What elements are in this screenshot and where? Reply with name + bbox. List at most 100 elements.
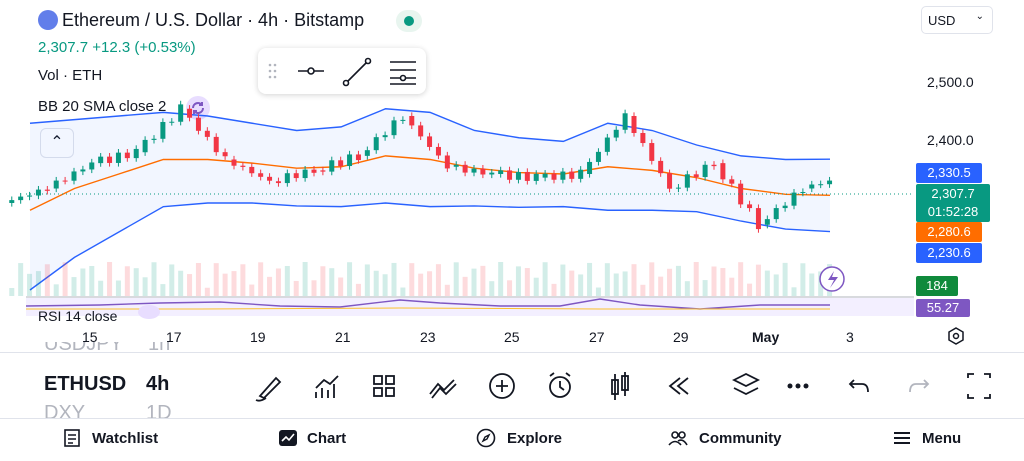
volume-bar bbox=[311, 280, 317, 296]
candle-body bbox=[631, 116, 637, 133]
symbol-current[interactable]: ETHUSD bbox=[44, 373, 127, 395]
volume-bar bbox=[213, 263, 219, 296]
volume-bar bbox=[587, 262, 593, 296]
currency-select[interactable]: USD ⌄ bbox=[921, 6, 993, 34]
candle-body bbox=[355, 154, 361, 161]
tool-bar bbox=[255, 372, 991, 402]
menu-icon[interactable] bbox=[892, 428, 912, 448]
volume-bar bbox=[702, 280, 708, 296]
explore-icon[interactable] bbox=[476, 428, 496, 448]
symbol-prev[interactable]: USDJPY bbox=[44, 342, 123, 355]
volume-bar bbox=[133, 268, 139, 296]
candle-body bbox=[249, 166, 255, 174]
nav-community[interactable]: Community bbox=[699, 430, 782, 447]
volume-indicator-label[interactable]: Vol · ETH bbox=[38, 67, 103, 84]
nav-chart[interactable]: Chart bbox=[307, 430, 347, 447]
price-chart[interactable] bbox=[0, 0, 914, 352]
candle-body bbox=[640, 132, 646, 144]
drawing-toolbar bbox=[258, 48, 426, 94]
trend-line-icon bbox=[342, 57, 372, 87]
candle-body bbox=[27, 195, 33, 197]
symbol-title[interactable]: Ethereum / U.S. Dollar · 4h · Bitstamp bbox=[62, 10, 365, 30]
candle-body bbox=[142, 139, 148, 153]
candle-body bbox=[613, 129, 619, 138]
volume-bar bbox=[204, 287, 210, 296]
candle-body bbox=[649, 143, 655, 161]
candle-body bbox=[222, 152, 228, 157]
volume-bar bbox=[355, 283, 361, 296]
collapse-legend-button[interactable]: ⌃ bbox=[40, 128, 74, 158]
volume-bar bbox=[658, 276, 664, 296]
candle-body bbox=[427, 136, 433, 147]
community-icon[interactable] bbox=[668, 428, 688, 448]
rsi-settings-icon[interactable] bbox=[138, 305, 160, 319]
candle-body bbox=[53, 180, 59, 189]
volume-bar bbox=[18, 263, 24, 296]
volume-bar bbox=[427, 271, 433, 296]
chart-settings-icon[interactable] bbox=[946, 326, 966, 346]
candle-body bbox=[89, 162, 95, 170]
volume-bar bbox=[542, 262, 548, 296]
volume-bar bbox=[791, 287, 797, 296]
bb-basis-tag: 2,280.6 bbox=[916, 222, 982, 242]
nav-menu[interactable]: Menu bbox=[922, 430, 962, 447]
draw-brush-icon bbox=[255, 376, 282, 402]
candle-body bbox=[453, 164, 459, 167]
candle-body bbox=[667, 173, 673, 189]
candle-body bbox=[435, 146, 441, 156]
volume-bar bbox=[720, 268, 726, 296]
volume-bar bbox=[80, 268, 86, 296]
interval-next[interactable]: 1D bbox=[146, 402, 172, 418]
candle-body bbox=[329, 160, 335, 172]
nav-watchlist[interactable]: Watchlist bbox=[92, 430, 159, 447]
date-axis-label: 27 bbox=[589, 329, 605, 345]
volume-bar bbox=[515, 266, 521, 296]
volume-bar bbox=[595, 287, 601, 296]
volume-bar bbox=[800, 263, 806, 296]
volume-bar bbox=[151, 262, 157, 296]
date-axis-label: 29 bbox=[673, 329, 689, 345]
watchlist-icon[interactable] bbox=[62, 428, 82, 448]
candle-body bbox=[720, 163, 726, 180]
date-axis-label: 15 bbox=[82, 329, 98, 345]
volume-bar bbox=[498, 262, 504, 296]
redo-icon bbox=[909, 379, 930, 393]
nav-explore[interactable]: Explore bbox=[507, 430, 563, 447]
interval-current[interactable]: 4h bbox=[146, 373, 170, 395]
volume-bar bbox=[44, 264, 50, 296]
volume-bar bbox=[382, 274, 388, 296]
volume-bar bbox=[89, 265, 95, 296]
layout-icon bbox=[373, 375, 395, 397]
volume-bar bbox=[27, 273, 33, 296]
candle-body bbox=[533, 173, 539, 181]
volume-bar bbox=[178, 270, 184, 296]
layers-icon bbox=[731, 372, 761, 396]
chart-icon[interactable] bbox=[278, 428, 298, 448]
candle-body bbox=[462, 164, 468, 173]
rsi-indicator-label[interactable]: RSI 14 close bbox=[38, 308, 118, 324]
price-axis-label: 2,500.0 bbox=[927, 74, 974, 90]
volume-bar bbox=[35, 271, 41, 296]
indicators-icon bbox=[315, 375, 339, 398]
candle-body bbox=[160, 121, 166, 139]
symbol-next[interactable]: DXY bbox=[44, 402, 86, 418]
drag-handle-icon bbox=[268, 63, 277, 79]
interval-prev[interactable]: 1h bbox=[148, 342, 171, 355]
candle-body bbox=[684, 174, 690, 188]
candle-body bbox=[524, 171, 530, 181]
candle-body bbox=[267, 176, 273, 181]
volume-bar bbox=[667, 268, 673, 296]
bollinger-indicator-label[interactable]: BB 20 SMA close 2 bbox=[38, 98, 167, 115]
market-status-icon[interactable] bbox=[396, 10, 422, 32]
volume-bar bbox=[773, 274, 779, 296]
last-price-value: 2,307.7 bbox=[931, 186, 975, 201]
volume-bar bbox=[613, 273, 619, 296]
bottom-nav bbox=[0, 418, 1024, 461]
candle-body bbox=[302, 169, 308, 179]
volume-bar bbox=[107, 262, 113, 296]
candle-body bbox=[169, 121, 175, 123]
line-style-icon bbox=[390, 61, 416, 85]
candle-body bbox=[489, 172, 495, 175]
candle-body bbox=[507, 170, 513, 180]
volume-bar bbox=[747, 283, 753, 296]
